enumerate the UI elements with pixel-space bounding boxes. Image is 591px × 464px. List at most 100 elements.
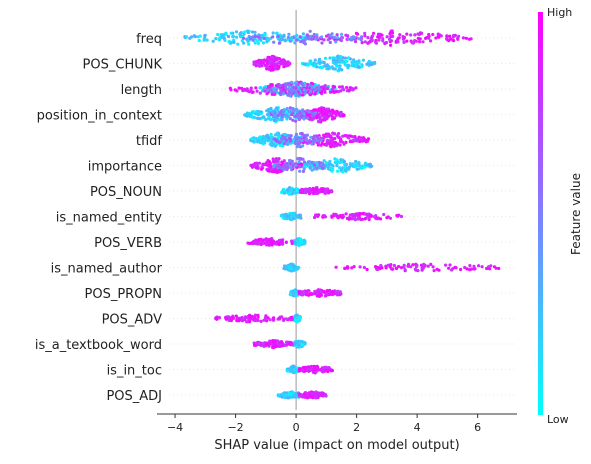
shap-point xyxy=(299,216,303,220)
feature-label: POS_ADV xyxy=(102,313,162,328)
shap-point xyxy=(331,289,335,293)
shap-point xyxy=(306,63,310,67)
shap-point xyxy=(295,139,299,144)
shap-point xyxy=(302,290,306,294)
shap-point xyxy=(321,369,325,374)
shap-point xyxy=(270,83,274,87)
shap-point xyxy=(434,36,438,40)
shap-point xyxy=(197,38,201,43)
shap-point xyxy=(281,392,285,396)
shap-point xyxy=(240,317,244,322)
shap-point xyxy=(313,289,317,293)
shap-point xyxy=(352,216,356,220)
shap-point xyxy=(301,292,305,296)
feature-label: tfidf xyxy=(136,134,163,149)
shap-point xyxy=(276,317,280,321)
shap-point xyxy=(295,313,299,317)
shap-point xyxy=(318,61,322,65)
shap-point xyxy=(262,87,267,91)
shap-point xyxy=(372,62,376,66)
shap-point xyxy=(322,108,326,112)
feature-label: POS_CHUNK xyxy=(83,58,163,73)
shap-point xyxy=(261,241,265,245)
shap-point xyxy=(302,167,306,171)
shap-point xyxy=(257,237,261,242)
shap-point xyxy=(285,164,289,168)
shap-point xyxy=(448,34,452,38)
shap-point xyxy=(357,162,361,166)
shap-point xyxy=(418,40,422,44)
shap-point xyxy=(359,166,363,170)
shap-point xyxy=(302,112,306,116)
shap-point xyxy=(301,108,305,112)
shap-point xyxy=(308,292,312,296)
shap-point xyxy=(277,242,281,246)
colorbar: High Low Feature value xyxy=(538,6,583,426)
shap-point xyxy=(472,264,476,268)
shap-point xyxy=(252,315,256,319)
shap-point xyxy=(352,36,356,40)
shap-point xyxy=(286,114,290,119)
shap-point xyxy=(346,34,350,38)
shap-point xyxy=(255,162,259,166)
shap-point xyxy=(385,216,389,220)
shap-point xyxy=(334,40,338,44)
shap-point xyxy=(432,269,436,273)
shap-point xyxy=(255,238,259,243)
shap-point xyxy=(304,138,308,142)
shap-point xyxy=(267,110,271,114)
shap-point xyxy=(301,141,305,145)
shap-point xyxy=(276,394,280,398)
shap-point xyxy=(311,112,316,116)
shap-point xyxy=(295,320,299,324)
shap-point xyxy=(238,32,242,36)
shap-point xyxy=(214,316,218,320)
shap-point xyxy=(261,33,265,38)
shap-point xyxy=(261,41,266,45)
shap-point xyxy=(292,188,296,192)
shap-point xyxy=(284,267,288,271)
shap-point xyxy=(233,88,237,92)
shap-point xyxy=(287,265,291,269)
shap-point xyxy=(256,35,261,39)
shap-point xyxy=(402,35,407,40)
shap-point xyxy=(202,37,206,41)
shap-point xyxy=(494,266,498,270)
shap-point xyxy=(224,32,228,36)
shap-point xyxy=(298,169,302,173)
shap-point xyxy=(349,163,353,167)
shap-point xyxy=(267,67,271,71)
shap-point xyxy=(335,63,339,67)
shap-point xyxy=(290,241,294,245)
shap-point xyxy=(264,314,268,318)
shap-point xyxy=(291,212,295,216)
shap-point xyxy=(240,39,244,43)
beeswarm-points xyxy=(183,29,501,400)
shap-point xyxy=(309,135,313,139)
shap-point xyxy=(264,118,268,122)
shap-point xyxy=(325,187,329,191)
shap-point xyxy=(394,266,399,271)
shap-point xyxy=(283,191,287,195)
shap-point xyxy=(362,212,366,216)
shap-point xyxy=(358,265,362,269)
shap-point xyxy=(272,316,276,320)
shap-point xyxy=(247,35,251,39)
shap-point xyxy=(336,142,340,146)
shap-point xyxy=(388,265,392,269)
shap-point xyxy=(251,38,255,42)
shap-point xyxy=(399,214,404,219)
shap-point xyxy=(344,212,348,216)
shap-point xyxy=(296,215,300,219)
shap-point xyxy=(307,391,311,395)
shap-point xyxy=(306,141,310,145)
shap-point xyxy=(465,267,469,271)
shap-point xyxy=(271,68,275,72)
shap-point xyxy=(276,339,280,343)
shap-point xyxy=(336,289,340,293)
shap-point xyxy=(259,86,263,90)
shap-point xyxy=(398,33,402,37)
shap-point xyxy=(362,165,366,169)
shap-point xyxy=(279,83,283,87)
